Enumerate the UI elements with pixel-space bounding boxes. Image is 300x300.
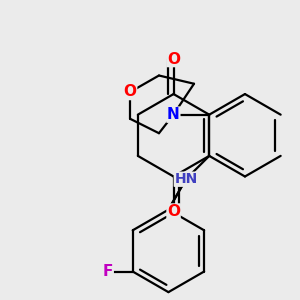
Text: O: O xyxy=(124,85,136,100)
Text: O: O xyxy=(167,204,180,219)
Text: F: F xyxy=(103,264,113,279)
Text: O: O xyxy=(167,52,180,67)
Text: HN: HN xyxy=(174,172,198,186)
Text: N: N xyxy=(167,107,180,122)
